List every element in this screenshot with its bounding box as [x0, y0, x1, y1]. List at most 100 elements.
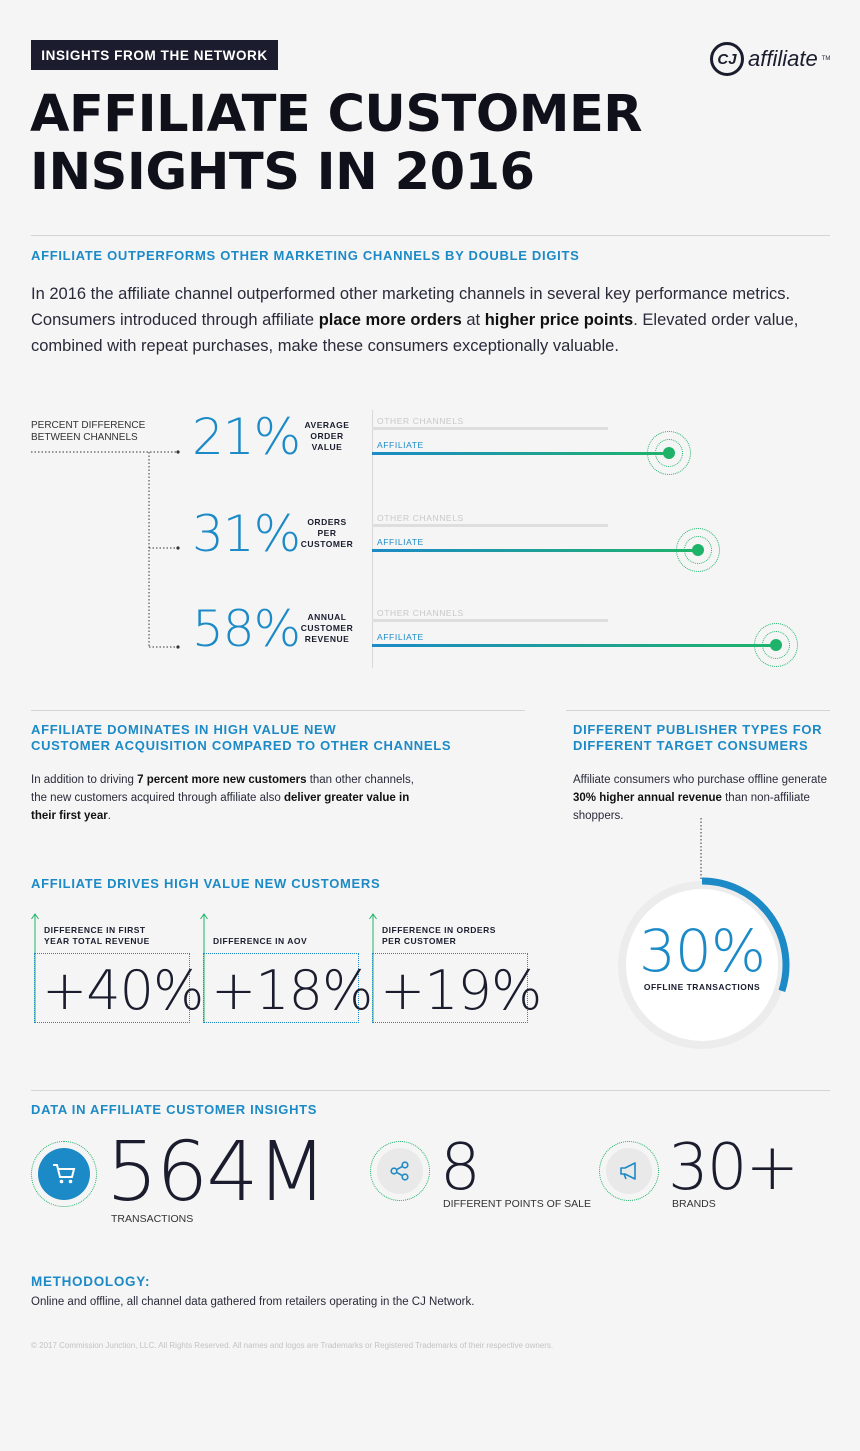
megaphone-icon-ring	[599, 1141, 659, 1201]
s2-text: In addition to driving	[31, 774, 138, 786]
card-label-line: DIFFERENCE IN FIRST	[44, 925, 146, 935]
s3-text: Affiliate consumers who purchase offline…	[573, 774, 828, 786]
affiliate-bar-ring	[647, 431, 691, 475]
card-label-line: DIFFERENCE IN AOV	[213, 936, 308, 946]
share-icon	[377, 1148, 423, 1194]
s3-text: than non-affiliate shoppers.	[573, 792, 810, 822]
donut-label: OFFLINE TRANSACTIONS	[643, 982, 761, 992]
stat-transactions-value: 564M	[106, 1125, 327, 1220]
metric-line: CUSTOMER	[300, 623, 354, 633]
card-value: +40%	[42, 959, 204, 1022]
card-label-line	[213, 925, 307, 936]
cart-icon-ring	[31, 1141, 97, 1207]
section1-heading: AFFILIATE OUTPERFORMS OTHER MARKETING CH…	[31, 248, 580, 263]
card-label: DIFFERENCE IN ORDERS PER CUSTOMER	[382, 925, 496, 947]
divider	[31, 235, 830, 236]
affiliate-bar-dot	[663, 447, 675, 459]
divider	[31, 710, 525, 711]
title-line-1: AFFILIATE CUSTOMER	[30, 85, 643, 144]
s2-bold: deliver greater value in their first yea…	[31, 792, 410, 822]
cj-affiliate-logo: CJ affiliate TM	[710, 42, 830, 76]
up-arrow-icon	[200, 913, 208, 1022]
section3-heading-line: DIFFERENT TARGET CONSUMERS	[573, 738, 809, 753]
metric-line: ORDER	[310, 431, 344, 441]
title-line-2: INSIGHTS IN 2016	[30, 143, 535, 202]
megaphone-icon	[606, 1148, 652, 1194]
row-metric: AVERAGE ORDER VALUE	[296, 420, 358, 453]
section2-text: In addition to driving 7 percent more ne…	[31, 771, 421, 825]
page-title: AFFILIATE CUSTOMER INSIGHTS IN 2016	[30, 86, 790, 202]
card-label: DIFFERENCE IN AOV	[213, 925, 307, 947]
s2-bold: 7 percent more new customers	[137, 774, 307, 786]
card-label-line: PER CUSTOMER	[382, 936, 457, 946]
intro-bold: place more orders	[318, 311, 462, 329]
affiliate-bar	[372, 644, 776, 647]
section1-intro: In 2016 the affiliate channel outperform…	[31, 281, 821, 359]
cart-icon	[38, 1148, 90, 1200]
metric-line: REVENUE	[304, 634, 350, 644]
s2-text: .	[107, 810, 111, 822]
section2-heading-line: CUSTOMER ACQUISITION COMPARED TO OTHER C…	[31, 738, 452, 753]
other-channels-label: OTHER CHANNELS	[377, 608, 464, 618]
affiliate-label: AFFILIATE	[377, 440, 424, 450]
other-channels-bar	[372, 619, 608, 622]
section2-heading: AFFILIATE DOMINATES IN HIGH VALUE NEW CU…	[31, 722, 451, 754]
header-tag: INSIGHTS FROM THE NETWORK	[31, 40, 278, 70]
donut-center: 30% OFFLINE TRANSACTIONS	[612, 920, 792, 993]
section3-text: Affiliate consumers who purchase offline…	[573, 771, 833, 825]
copyright: © 2017 Commission Junction, LLC. All Rig…	[31, 1341, 554, 1350]
metric-line: VALUE	[311, 442, 343, 452]
share-icon-ring	[370, 1141, 430, 1201]
affiliate-bar-ring	[754, 623, 798, 667]
stat-points-caption: DIFFERENT POINTS OF SALE	[443, 1198, 591, 1210]
logo-text: affiliate	[748, 46, 818, 71]
metric-line: CUSTOMER	[300, 539, 354, 549]
row-pct: 58%	[192, 600, 301, 658]
intro-text: In 2016 the affiliate channel outperform…	[31, 285, 791, 329]
intro-bold: higher price points	[484, 311, 634, 329]
other-channels-bar	[372, 524, 608, 527]
donut-value: 30%	[639, 917, 766, 985]
affiliate-label: AFFILIATE	[377, 537, 424, 547]
affiliate-label: AFFILIATE	[377, 632, 424, 642]
side-label-line: BETWEEN CHANNELS	[31, 432, 138, 443]
up-arrow-icon	[369, 913, 377, 1022]
other-channels-label: OTHER CHANNELS	[377, 416, 464, 426]
row-metric: ANNUAL CUSTOMER REVENUE	[296, 612, 358, 645]
methodology-heading: METHODOLOGY:	[31, 1274, 151, 1289]
affiliate-bar-dot	[770, 639, 782, 651]
cj-logo-mark: CJ	[710, 42, 744, 76]
intro-text: at	[461, 311, 485, 329]
offline-donut	[618, 877, 790, 1049]
stat-transactions-caption: TRANSACTIONS	[111, 1213, 194, 1225]
card-value: +19%	[380, 959, 542, 1022]
percent-difference-label: PERCENT DIFFERENCE BETWEEN CHANNELS	[31, 420, 145, 444]
section4-heading: DATA IN AFFILIATE CUSTOMER INSIGHTS	[31, 1102, 318, 1117]
card-box	[203, 953, 359, 1023]
methodology-text: Online and offline, all channel data gat…	[31, 1296, 475, 1308]
section2-subheading: AFFILIATE DRIVES HIGH VALUE NEW CUSTOMER…	[31, 876, 381, 891]
connector-lines	[31, 450, 180, 649]
section2-heading-line: AFFILIATE DOMINATES IN HIGH VALUE NEW	[31, 722, 337, 737]
donut-arc	[701, 877, 790, 993]
metric-line: AVERAGE	[304, 420, 350, 430]
card-box	[372, 953, 528, 1023]
affiliate-bar	[372, 549, 698, 552]
card-label: DIFFERENCE IN FIRST YEAR TOTAL REVENUE	[44, 925, 150, 947]
affiliate-bar	[372, 452, 669, 455]
affiliate-bar-ring	[762, 631, 790, 659]
metric-line: PER	[317, 528, 337, 538]
metric-line: ANNUAL	[307, 612, 347, 622]
affiliate-bar-ring	[676, 528, 720, 572]
stat-brands-caption: BRANDS	[672, 1198, 716, 1210]
chart-axis	[372, 410, 373, 668]
row-metric: ORDERS PER CUSTOMER	[296, 517, 358, 550]
divider	[31, 1090, 830, 1091]
card-label-line: DIFFERENCE IN ORDERS	[382, 925, 496, 935]
metric-line: ORDERS	[307, 517, 347, 527]
row-pct: 21%	[192, 408, 301, 466]
section3-heading: DIFFERENT PUBLISHER TYPES FOR DIFFERENT …	[573, 722, 822, 754]
card-value: +18%	[211, 959, 373, 1022]
logo-tm: TM	[821, 56, 831, 62]
affiliate-bar-ring	[684, 536, 712, 564]
